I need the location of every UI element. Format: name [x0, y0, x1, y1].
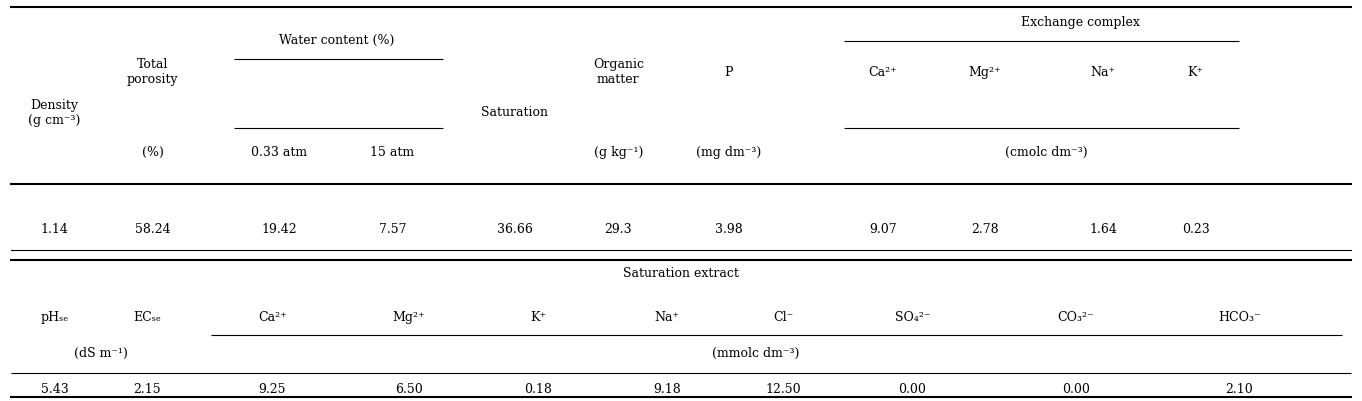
Text: Density
(g cm⁻³): Density (g cm⁻³): [29, 98, 80, 126]
Text: (cmolᴄ dm⁻³): (cmolᴄ dm⁻³): [1005, 146, 1087, 159]
Text: 5.43: 5.43: [41, 383, 68, 395]
Text: 0.00: 0.00: [1062, 383, 1090, 395]
Text: 0.33 atm: 0.33 atm: [251, 146, 308, 159]
Text: Mg²⁺: Mg²⁺: [968, 66, 1001, 79]
Text: HCO₃⁻: HCO₃⁻: [1218, 310, 1261, 323]
Text: P: P: [725, 66, 733, 79]
Text: pHₛₑ: pHₛₑ: [41, 310, 68, 323]
Text: Total
porosity: Total porosity: [127, 58, 178, 86]
Text: 2.78: 2.78: [971, 222, 998, 235]
Text: Mg²⁺: Mg²⁺: [392, 310, 425, 323]
Text: K⁺: K⁺: [1188, 66, 1204, 79]
Text: 3.98: 3.98: [715, 222, 742, 235]
Text: (mg dm⁻³): (mg dm⁻³): [696, 146, 761, 159]
Text: CO₃²⁻: CO₃²⁻: [1058, 310, 1094, 323]
Text: 19.42: 19.42: [262, 222, 297, 235]
Text: Saturation: Saturation: [481, 106, 549, 119]
Text: Saturation extract: Saturation extract: [622, 266, 740, 279]
Text: 2.10: 2.10: [1226, 383, 1253, 395]
Text: 9.18: 9.18: [654, 383, 681, 395]
Text: Na⁺: Na⁺: [1091, 66, 1115, 79]
Text: Exchange complex: Exchange complex: [1020, 16, 1140, 28]
Text: 29.3: 29.3: [605, 222, 632, 235]
Text: (g kg⁻¹): (g kg⁻¹): [594, 146, 643, 159]
Text: SO₄²⁻: SO₄²⁻: [895, 310, 930, 323]
Text: Na⁺: Na⁺: [655, 310, 680, 323]
Text: 12.50: 12.50: [765, 383, 801, 395]
Text: 9.07: 9.07: [869, 222, 896, 235]
Text: K⁺: K⁺: [530, 310, 546, 323]
Text: 7.57: 7.57: [379, 222, 406, 235]
Text: 15 atm: 15 atm: [370, 146, 414, 159]
Text: (mmolᴄ dm⁻³): (mmolᴄ dm⁻³): [712, 346, 799, 359]
Text: 9.25: 9.25: [259, 383, 286, 395]
Text: 2.15: 2.15: [133, 383, 161, 395]
Text: Ca²⁺: Ca²⁺: [257, 310, 287, 323]
Text: Ca²⁺: Ca²⁺: [868, 66, 898, 79]
Text: 6.50: 6.50: [395, 383, 422, 395]
Text: 0.18: 0.18: [524, 383, 552, 395]
Text: Organic
matter: Organic matter: [592, 58, 644, 86]
Text: Cl⁻: Cl⁻: [774, 310, 793, 323]
Text: (%): (%): [142, 146, 163, 159]
Text: ECₛₑ: ECₛₑ: [133, 310, 161, 323]
Text: 58.24: 58.24: [135, 222, 170, 235]
Text: Water content (%): Water content (%): [279, 34, 394, 47]
Text: 1.14: 1.14: [41, 222, 68, 235]
Text: (dS m⁻¹): (dS m⁻¹): [74, 346, 128, 359]
Text: 0.00: 0.00: [899, 383, 926, 395]
Text: 0.23: 0.23: [1182, 222, 1209, 235]
Text: 1.64: 1.64: [1090, 222, 1117, 235]
Text: 36.66: 36.66: [497, 222, 533, 235]
